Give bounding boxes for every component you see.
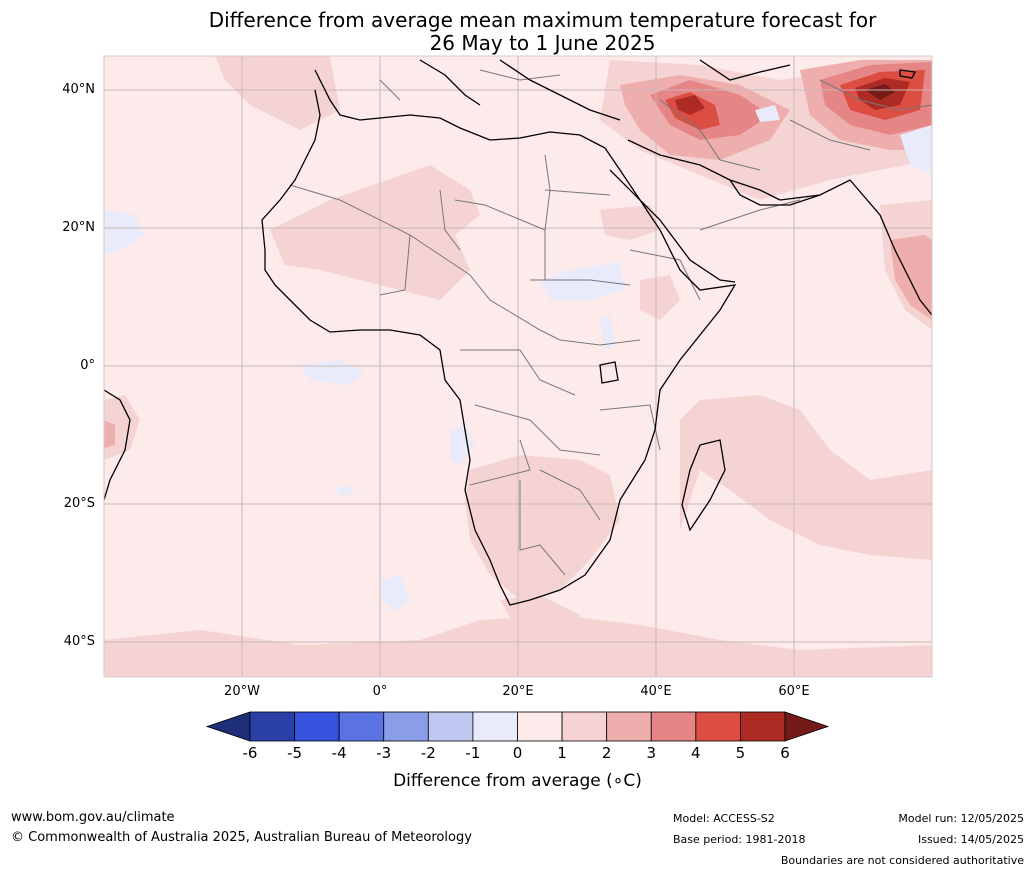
lon-label-40e: 40°E — [640, 684, 672, 699]
colorbar-tick-label: -5 — [287, 744, 303, 762]
footer-copyright: © Commonwealth of Australia 2025, Austra… — [11, 830, 472, 845]
colorbar-tick-label: -1 — [465, 744, 481, 762]
lon-label-20e: 20°E — [502, 684, 534, 699]
colorbar — [205, 711, 830, 742]
colorbar-low-extension — [205, 711, 251, 742]
colorbar-tick-label: 0 — [512, 744, 523, 762]
footer-boundaries: Boundaries are not considered authoritat… — [780, 854, 1024, 867]
footer-base-period: Base period: 1981-2018 — [673, 833, 806, 846]
colorbar-tick-label: -2 — [420, 744, 436, 762]
colorbar-tick-label: -4 — [331, 744, 347, 762]
chart-title: Difference from average mean maximum tem… — [0, 9, 1035, 55]
colorbar-tick-label: -3 — [376, 744, 392, 762]
colorbar-segment — [517, 711, 563, 742]
colorbar-segment — [606, 711, 652, 742]
footer-url[interactable]: www.bom.gov.au/climate — [11, 810, 175, 825]
country-boundaries — [289, 69, 932, 576]
lat-label-0: 0° — [80, 358, 95, 373]
colorbar-segment — [740, 711, 786, 742]
colorbar-tick-label: 6 — [780, 744, 790, 762]
lon-label-60e: 60°E — [778, 684, 810, 699]
colorbar-tick-label: 5 — [735, 744, 746, 762]
lon-label-0: 0° — [372, 684, 388, 699]
colorbar-high-extension — [784, 711, 830, 742]
lat-label-20n: 20°N — [62, 220, 95, 235]
lat-label-40n: 40°N — [62, 82, 95, 97]
map-frame — [103, 55, 933, 678]
colorbar-segment — [294, 711, 340, 742]
lat-label-40s: 40°S — [63, 634, 95, 649]
anomaly-above-6-regions — [865, 84, 895, 100]
colorbar-tick-label: 2 — [601, 744, 612, 762]
colorbar-segment — [472, 711, 518, 742]
colorbar-tick-label: 1 — [557, 744, 567, 762]
footer-issued: Issued: 14/05/2025 — [917, 833, 1024, 846]
colorbar-tick-label: 4 — [691, 744, 701, 762]
colorbar-segment — [383, 711, 429, 742]
lon-label-20w: 20°W — [224, 684, 260, 699]
colorbar-segment — [427, 711, 474, 742]
colorbar-segment — [695, 711, 741, 742]
colorbar-segment — [561, 711, 608, 742]
colorbar-segment — [338, 711, 385, 742]
colorbar-label: Difference from average (∘C) — [393, 771, 642, 791]
colorbar-tick-label: -6 — [242, 744, 258, 762]
coastlines — [104, 59, 932, 606]
footer-model: Model: ACCESS-S2 — [673, 812, 775, 825]
colorbar-tick-label: 3 — [646, 744, 657, 762]
colorbar-segment — [249, 711, 295, 742]
title-line-2: 26 May to 1 June 2025 — [429, 31, 656, 55]
footer-model-run: Model run: 12/05/2025 — [898, 812, 1024, 825]
title-line-1: Difference from average mean maximum tem… — [208, 8, 877, 32]
anomaly-neg1-0-regions — [104, 105, 932, 612]
lat-label-20s: 20°S — [63, 496, 95, 511]
colorbar-segment — [650, 711, 697, 742]
graticule — [104, 56, 932, 677]
